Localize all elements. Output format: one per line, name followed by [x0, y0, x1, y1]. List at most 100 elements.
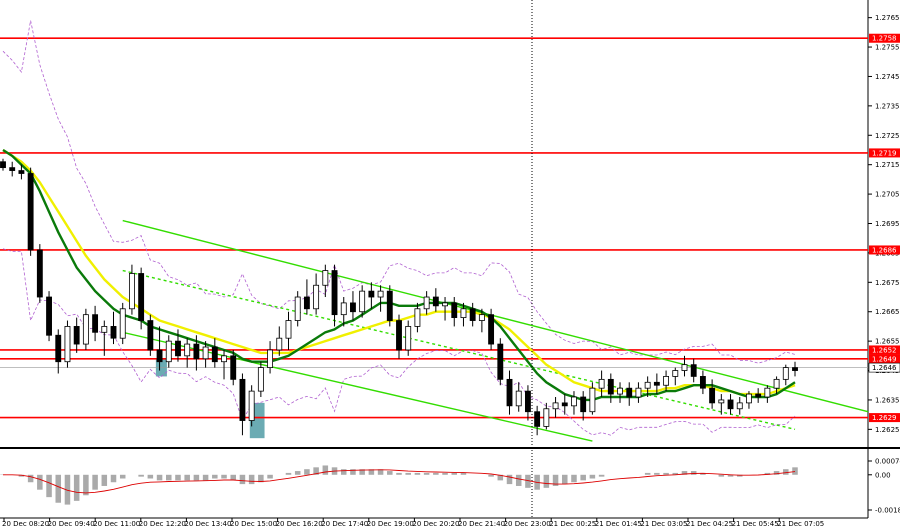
- candle-body: [101, 326, 108, 333]
- candle-body: [55, 334, 62, 363]
- candle-body: [607, 378, 614, 395]
- time-tick-label: 20 Dec 09:40: [48, 520, 95, 528]
- candle-body: [478, 314, 485, 321]
- candle-body: [782, 367, 789, 380]
- level-label: 1.2652: [872, 346, 897, 354]
- candle-body: [303, 296, 310, 310]
- candle-body: [36, 249, 43, 298]
- candle-body: [699, 376, 706, 389]
- level-label: 1.2686: [872, 246, 897, 254]
- candle-body: [322, 270, 329, 286]
- time-tick-label: 21 Dec 07:05: [777, 520, 824, 528]
- candle-body: [202, 346, 209, 360]
- candle-body: [46, 296, 52, 336]
- candles: [0, 158, 798, 436]
- time-tick-label: 20 Dec 19:00: [367, 520, 414, 528]
- level-label-box: [869, 33, 900, 43]
- candle-body: [175, 340, 181, 357]
- candle-body: [184, 343, 191, 357]
- time-tick-label: 20 Dec 11:00: [93, 520, 140, 528]
- candle-body: [617, 387, 623, 395]
- macd-tick-label: 0.00: [875, 471, 891, 479]
- candle-body: [561, 402, 568, 407]
- time-tick-label: 20 Dec 17:40: [321, 520, 368, 528]
- candle-body: [313, 284, 320, 310]
- candle-body: [432, 296, 439, 307]
- candle-body: [221, 355, 227, 363]
- channel-mid: [122, 269, 796, 431]
- level-label-box: [869, 245, 900, 255]
- level-label: 1.2719: [872, 149, 897, 157]
- candle-body: [681, 364, 688, 371]
- level-label: 1.2629: [872, 414, 897, 422]
- candle-body: [792, 367, 798, 371]
- price-tick-label: 1.2715: [875, 161, 900, 169]
- candle-body: [331, 270, 338, 316]
- candle-body: [92, 314, 99, 333]
- candle-body: [147, 320, 154, 351]
- candle-body: [451, 302, 458, 319]
- candle-body: [589, 387, 596, 413]
- descending-channel: [122, 219, 869, 442]
- candle-body: [128, 273, 135, 310]
- candle-body: [211, 346, 218, 363]
- candle-body: [285, 320, 292, 339]
- candle-body: [294, 296, 301, 321]
- time-tick-label: 20 Dec 23:00: [504, 520, 551, 528]
- candle-body: [580, 396, 587, 413]
- candle-body: [138, 273, 145, 321]
- time-tick-label: 20 Dec 21:40: [458, 520, 505, 528]
- time-tick-label: 21 Dec 03:05: [640, 520, 687, 528]
- macd-panel: 0.00074 0.00 -0.00189: [0, 458, 900, 515]
- candle-body: [543, 408, 550, 427]
- time-tick-label: 21 Dec 04:25: [686, 520, 733, 528]
- candle-body: [460, 308, 467, 319]
- candle-body: [635, 387, 642, 398]
- candle-body: [653, 381, 660, 386]
- price-tick-label: 1.2735: [875, 102, 900, 110]
- candle-body: [359, 290, 366, 313]
- candle-body: [746, 393, 752, 404]
- candle-body: [276, 337, 283, 351]
- price-tick-label: 1.2765: [875, 14, 900, 22]
- candle-body: [377, 290, 384, 298]
- macd-tick-label: 0.00074: [875, 458, 900, 466]
- candle-body: [663, 376, 670, 386]
- price-tick-label: 1.2635: [875, 396, 900, 404]
- candle-body: [718, 399, 725, 404]
- candle-body: [18, 170, 25, 174]
- candle-body: [736, 402, 743, 410]
- candle-body: [239, 378, 246, 421]
- price-tick-label: 1.2745: [875, 73, 900, 81]
- candle-body: [267, 349, 274, 368]
- bollinger-lower: [2, 248, 796, 436]
- level-label-box: [869, 413, 900, 423]
- candle-body: [506, 378, 513, 407]
- level-label-box: [869, 354, 900, 364]
- candle-body: [386, 290, 393, 321]
- current-price-box: [868, 362, 900, 373]
- channel-lower: [122, 331, 593, 442]
- candle-body: [396, 320, 402, 351]
- candle-body: [27, 173, 34, 251]
- candle-body: [727, 399, 734, 410]
- candle-body: [193, 343, 200, 360]
- time-tick-label: 21 Dec 05:45: [732, 520, 779, 528]
- candle-body: [773, 378, 780, 389]
- candle-body: [534, 411, 541, 427]
- time-tick-label: 21 Dec 00:25: [549, 520, 596, 528]
- price-tick-label: 1.2665: [875, 308, 900, 316]
- candle-body: [644, 381, 651, 389]
- candle-body: [442, 302, 448, 307]
- candle-body: [488, 314, 495, 345]
- macd-signal-line: [3, 469, 796, 494]
- candle-body: [755, 393, 762, 398]
- current-price-label: 1.2646: [872, 364, 897, 372]
- ma-fast-line: [2, 148, 796, 402]
- price-tick-label: 1.2705: [875, 191, 900, 199]
- price-tick-label: 1.2725: [875, 132, 900, 140]
- time-tick-label: 21 Dec 01:45: [595, 520, 642, 528]
